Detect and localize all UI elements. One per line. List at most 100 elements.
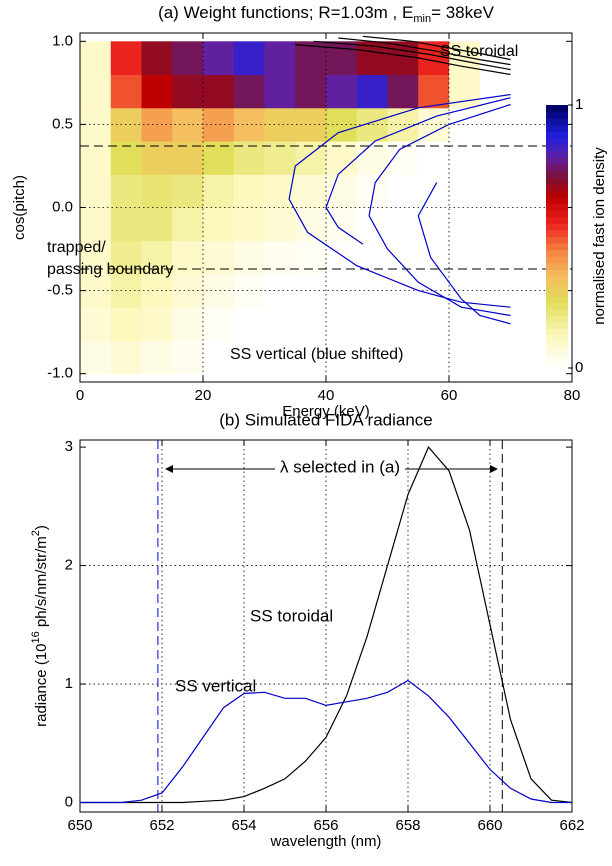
heat-cell — [141, 141, 173, 175]
colorbar-step — [546, 164, 568, 172]
colorbar-step — [546, 249, 568, 257]
heat-cell — [326, 340, 358, 375]
colorbar-step — [546, 289, 568, 297]
heat-cell — [356, 340, 388, 375]
colorbar-step — [546, 197, 568, 205]
heat-cell — [141, 340, 173, 375]
plot-frame — [79, 32, 573, 383]
heat-cell — [295, 307, 327, 341]
y-axis-label-part: 16 — [30, 631, 42, 643]
heat-cell — [449, 141, 481, 175]
x-tick-label: 654 — [231, 817, 256, 834]
x-tick-label: 20 — [195, 387, 212, 404]
heat-cell — [418, 141, 450, 175]
heat-cell — [80, 74, 112, 109]
heat-cell — [387, 307, 419, 341]
contour — [368, 103, 511, 317]
heat-cell — [295, 141, 327, 175]
series-line — [80, 445, 573, 804]
heat-cell — [110, 141, 142, 175]
heat-cell — [264, 207, 296, 242]
heat-cell — [172, 273, 204, 308]
heat-cell — [141, 307, 173, 341]
heat-cell — [110, 41, 142, 76]
heat-cell — [418, 340, 450, 375]
contour — [362, 35, 511, 61]
heat-cell — [141, 74, 173, 109]
colorbar-step — [546, 335, 568, 343]
x-tick-label: 658 — [395, 817, 420, 834]
colorbar-step — [546, 308, 568, 316]
heat-cell — [326, 207, 358, 242]
x-axis-label: Energy (keV) — [282, 403, 370, 420]
heat-cell — [356, 74, 388, 109]
heat-cell — [356, 273, 388, 308]
heat-cell — [110, 340, 142, 375]
y-tick-label: 0.5 — [52, 115, 73, 132]
heat-cell — [172, 307, 204, 341]
heat-cell — [387, 74, 419, 109]
colorbar-tick-label: 1 — [575, 96, 583, 113]
colorbar-step — [546, 262, 568, 270]
contour — [288, 93, 511, 308]
heat-cell — [449, 307, 481, 341]
y-tick-label: 1 — [65, 675, 73, 692]
colorbar-step — [546, 236, 568, 244]
colorbar-step — [546, 328, 568, 336]
colorbar-step — [546, 183, 568, 191]
heat-cell — [203, 340, 235, 375]
colorbar-step — [546, 111, 568, 119]
heat-cell — [479, 174, 511, 208]
y-tick-label: 1.0 — [52, 32, 73, 49]
heat-cell — [418, 307, 450, 341]
heat-cell — [233, 174, 265, 208]
contour — [338, 37, 511, 66]
y-tick-label: 2 — [65, 557, 73, 574]
heat-cell — [449, 174, 481, 208]
y-axis-label-part: ph/s/nm/str/m — [33, 536, 50, 631]
y-axis-label-part: 2 — [30, 530, 42, 536]
contour — [295, 44, 511, 76]
colorbar-step — [546, 302, 568, 310]
heat-cell — [80, 174, 112, 208]
chart-title: (b) Simulated FIDA radiance — [219, 410, 433, 429]
colorbar-step — [546, 256, 568, 264]
heat-cell — [295, 174, 327, 208]
annotation: SS toroidal — [440, 43, 518, 60]
contour — [417, 182, 511, 325]
colorbar-step — [546, 170, 568, 178]
heat-cell — [110, 74, 142, 109]
colorbar-step — [546, 124, 568, 132]
panel-b: 650 652 654 656 658 660 662 0 1 2 3 SS toroidal SS v… — [30, 410, 585, 849]
heat-cell — [233, 141, 265, 175]
heat-cell — [110, 207, 142, 242]
colorbar-step — [546, 354, 568, 362]
x-tick-label: 0 — [76, 387, 84, 404]
panel-a: 0 20 40 60 80 -1.0 -0.5 0.0 0.5 1.0 0 1 normalised f… — [11, 3, 608, 419]
chart-title-part: min — [413, 13, 431, 25]
y-axis-label-part: radiance (10 — [33, 644, 50, 727]
x-tick-label: 60 — [441, 387, 458, 404]
colorbar-step — [546, 210, 568, 218]
colorbar-step — [546, 177, 568, 185]
heat-cell — [233, 340, 265, 375]
heat-cell — [264, 41, 296, 76]
heat-cell — [172, 141, 204, 175]
contour — [325, 97, 511, 245]
heat-cell — [479, 141, 511, 175]
heat-cell — [264, 141, 296, 175]
heat-cell — [172, 174, 204, 208]
colorbar-step — [546, 321, 568, 330]
colorbar-step — [546, 118, 568, 126]
heat-cell — [80, 340, 112, 375]
heat-cell — [356, 141, 388, 175]
series-line — [80, 679, 572, 804]
heat-cell — [80, 307, 112, 341]
heat-cell — [172, 340, 204, 375]
heat-cell — [203, 307, 235, 341]
colorbar-step — [546, 137, 568, 145]
heat-cell — [80, 41, 112, 76]
heat-cell — [141, 174, 173, 208]
colorbar-step — [546, 275, 568, 284]
